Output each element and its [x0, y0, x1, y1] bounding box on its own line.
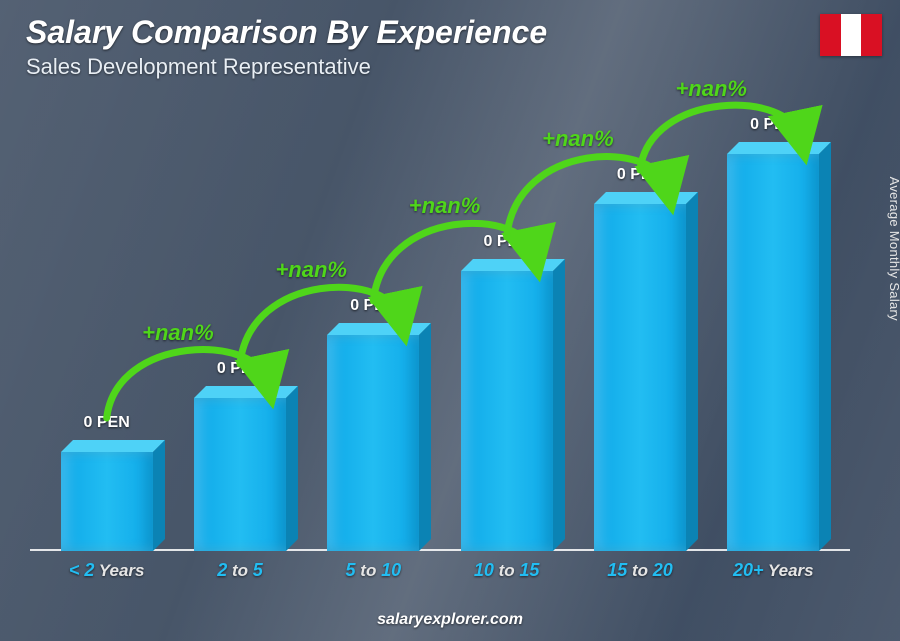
chart-area: 0 PEN0 PEN0 PEN0 PEN0 PEN0 PEN +nan%+nan… — [40, 100, 840, 587]
chart-subtitle: Sales Development Representative — [26, 54, 371, 80]
increment-pct-label: +nan% — [142, 320, 214, 346]
increment-pct-label: +nan% — [275, 257, 347, 283]
increment-pct-label: +nan% — [542, 126, 614, 152]
x-tick-label: 15 to 20 — [573, 560, 706, 581]
chart-title: Salary Comparison By Experience — [26, 14, 547, 51]
increment-labels: +nan%+nan%+nan%+nan%+nan% — [40, 100, 840, 587]
y-axis-label: Average Monthly Salary — [887, 176, 900, 320]
x-axis-labels: < 2 Years2 to 55 to 1010 to 1515 to 2020… — [40, 553, 840, 587]
increment-pct-label: +nan% — [409, 193, 481, 219]
footer-attribution: salaryexplorer.com — [0, 611, 900, 629]
x-tick-label: 2 to 5 — [173, 560, 306, 581]
increment-pct-label: +nan% — [675, 76, 747, 102]
chart-canvas: Salary Comparison By Experience Sales De… — [0, 0, 900, 641]
x-tick-label: 20+ Years — [707, 560, 840, 581]
flag-icon — [820, 14, 882, 56]
x-tick-label: < 2 Years — [40, 560, 173, 581]
x-tick-label: 10 to 15 — [440, 560, 573, 581]
x-tick-label: 5 to 10 — [307, 560, 440, 581]
